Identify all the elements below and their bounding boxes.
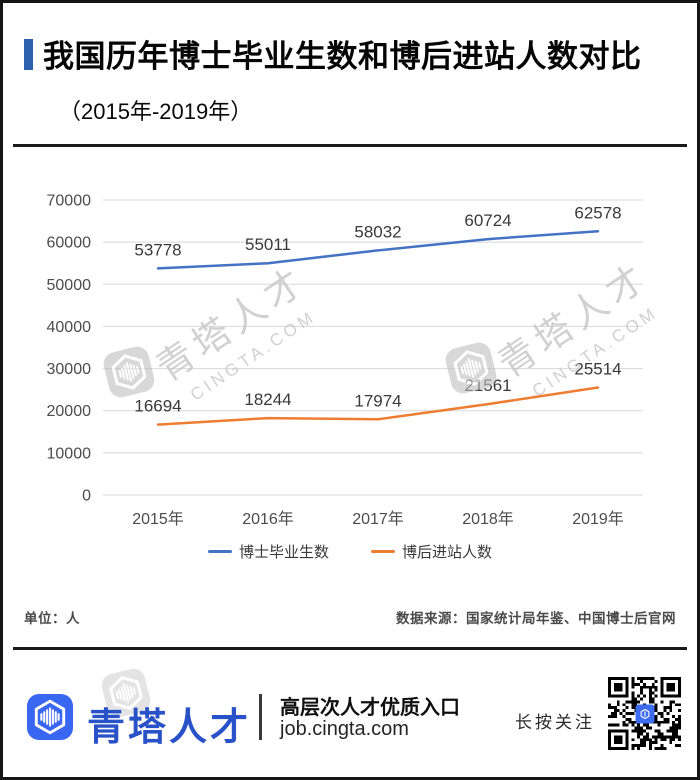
legend-label: 博士毕业生数 <box>238 544 329 561</box>
x-axis-tick: 2015年 <box>132 510 184 528</box>
line-chart: 0 10000 20000 30000 40000 50000 60000 70000 2015… <box>3 166 697 718</box>
qr-caption: 长按关注 <box>515 713 595 732</box>
legend-swatch <box>371 550 395 553</box>
qr-center-logo-icon <box>635 704 654 723</box>
site-url: job.cingta.com <box>280 718 409 740</box>
data-label: 53778 <box>134 240 181 259</box>
y-axis-tick: 70000 <box>47 193 92 210</box>
brand-footer: 青塔人才 高层次人才优质入口 job.cingta.com 长按关注 <box>3 650 697 777</box>
x-axis-tick: 2016年 <box>242 510 294 528</box>
unit-note: 单位：人 <box>24 611 80 626</box>
x-axis-tick: 2018年 <box>462 510 514 528</box>
y-axis-tick: 0 <box>82 488 91 505</box>
page-title: 我国历年博士毕业生数和博后进站人数对比 <box>43 39 642 74</box>
source-note: 数据来源：国家统计局年鉴、中国博士后官网 <box>396 611 676 626</box>
legend-item: 博士毕业生数 <box>207 541 329 562</box>
x-axis-tick: 2017年 <box>352 510 404 528</box>
data-label: 21561 <box>464 376 511 395</box>
data-label: 18244 <box>244 390 291 409</box>
legend-swatch <box>207 550 232 553</box>
data-label: 62578 <box>574 203 621 222</box>
notes-row: 单位：人 数据来源：国家统计局年鉴、中国博士后官网 <box>24 607 676 627</box>
footer-divider <box>13 647 687 650</box>
data-label: 60724 <box>464 211 511 230</box>
data-label: 55011 <box>245 235 291 254</box>
y-axis-tick: 60000 <box>47 235 92 252</box>
data-label: 16694 <box>134 397 181 416</box>
page-subtitle: （2015年-2019年） <box>59 99 253 124</box>
footer-vertical-divider <box>259 694 262 740</box>
x-axis-tick: 2019年 <box>572 510 624 528</box>
qr-code <box>608 677 681 750</box>
brand-logo-icon <box>27 694 73 740</box>
chart-legend: 博士毕业生数 博后进站人数 <box>3 541 697 562</box>
y-axis-tick: 30000 <box>47 361 92 378</box>
legend-label: 博后进站人数 <box>402 544 493 561</box>
data-label: 58032 <box>354 222 401 241</box>
y-axis-tick: 20000 <box>47 403 92 420</box>
line-chart-canvas: 0 10000 20000 30000 40000 50000 60000 70000 2015… <box>47 193 643 528</box>
brand-tagline: 高层次人才优质入口 <box>280 697 460 719</box>
watermark-logo-icon <box>101 668 151 718</box>
y-axis-tick: 50000 <box>47 277 92 294</box>
legend-item: 博后进站人数 <box>371 541 492 562</box>
y-axis-tick: 10000 <box>47 445 92 462</box>
qr-code-image <box>608 677 681 750</box>
data-label: 25514 <box>574 360 621 379</box>
series-line-0 <box>156 230 600 270</box>
data-label: 17974 <box>354 391 401 410</box>
brand-name: 青塔人才 <box>87 707 252 749</box>
y-axis-tick: 40000 <box>47 319 92 336</box>
title-accent-bar <box>24 39 33 70</box>
header-divider <box>13 144 687 147</box>
series-line-1 <box>156 386 600 426</box>
